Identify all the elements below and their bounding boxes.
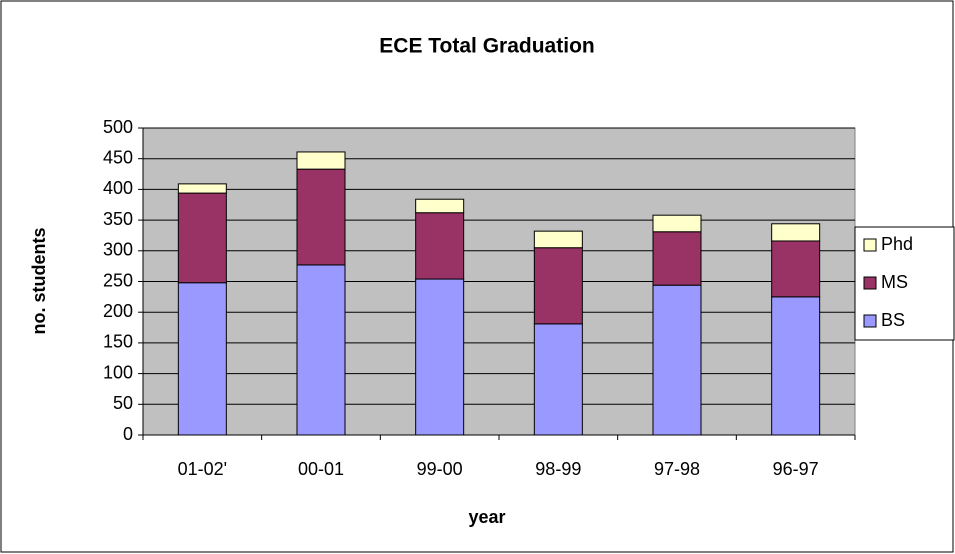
legend-swatch xyxy=(863,238,877,252)
legend-label: Phd xyxy=(881,234,913,254)
bar-segment xyxy=(296,151,346,170)
bar-segment xyxy=(533,247,583,325)
bar-segment xyxy=(533,323,583,436)
y-tick-label: 250 xyxy=(103,270,133,290)
bar-segment xyxy=(177,183,227,194)
x-tick-label: 96-97 xyxy=(773,459,819,479)
bar-segment xyxy=(415,198,465,214)
bar-segment xyxy=(771,223,821,242)
bar-segment xyxy=(415,212,465,280)
legend-label: MS xyxy=(881,272,908,292)
x-tick-label: 01-02' xyxy=(178,459,227,479)
bar-segment xyxy=(415,278,465,436)
y-tick-label: 300 xyxy=(103,240,133,260)
bar-segment xyxy=(652,214,702,233)
chart-title: ECE Total Graduation xyxy=(379,35,594,58)
legend-swatch xyxy=(863,314,877,328)
y-tick-label: 400 xyxy=(103,178,133,198)
y-tick-label: 150 xyxy=(103,332,133,352)
bar-segment xyxy=(652,231,702,286)
bar-segment xyxy=(296,264,346,436)
y-axis-label: no. students xyxy=(29,228,49,335)
y-tick-label: 50 xyxy=(113,393,133,413)
x-tick-label: 97-98 xyxy=(654,459,700,479)
x-tick-label: 99-00 xyxy=(417,459,463,479)
bar-segment xyxy=(177,282,227,436)
bar-segment xyxy=(771,296,821,436)
legend-label: BS xyxy=(881,310,905,330)
x-tick-label: 00-01 xyxy=(298,459,344,479)
bar-segment xyxy=(533,230,583,249)
y-tick-label: 0 xyxy=(123,424,133,444)
y-tick-label: 450 xyxy=(103,147,133,167)
bar-segment xyxy=(177,192,227,284)
x-tick-label: 98-99 xyxy=(535,459,581,479)
x-axis-label: year xyxy=(468,507,505,527)
y-tick-label: 500 xyxy=(103,117,133,137)
y-tick-label: 350 xyxy=(103,209,133,229)
y-tick-label: 100 xyxy=(103,362,133,382)
bar-segment xyxy=(296,168,346,266)
y-tick-label: 200 xyxy=(103,301,133,321)
bar-segment xyxy=(652,284,702,436)
legend-swatch xyxy=(863,276,877,290)
bar-segment xyxy=(771,240,821,298)
